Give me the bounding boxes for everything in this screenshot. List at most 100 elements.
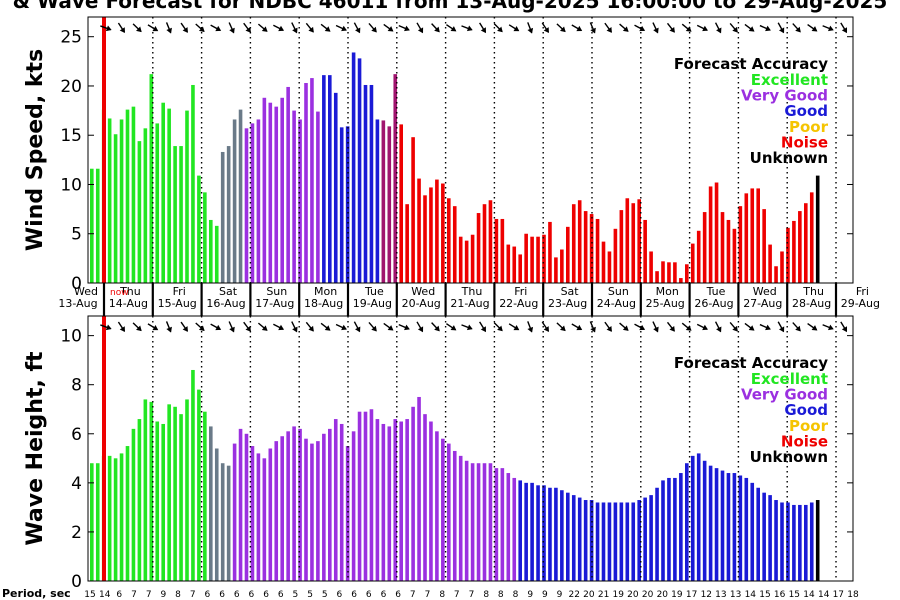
wind-bar xyxy=(488,200,493,283)
wind-direction-arrow-head xyxy=(606,27,612,33)
period-tick-label: 6 xyxy=(337,590,343,600)
wind-bar xyxy=(685,264,689,283)
wave-bar xyxy=(357,411,362,581)
period-tick-label: 6 xyxy=(263,590,269,600)
period-tick-label: 7 xyxy=(454,590,460,600)
wave-bar xyxy=(738,475,743,581)
wind-bar xyxy=(357,58,362,283)
period-tick-label: 6 xyxy=(249,590,255,600)
wind-direction-arrow-head xyxy=(324,26,331,32)
wave-bar xyxy=(696,453,701,581)
wind-bar xyxy=(482,204,487,283)
wind-bar xyxy=(429,187,433,283)
wave-direction-arrow-head xyxy=(450,325,457,331)
wind-legend-item: Excellent xyxy=(751,71,828,89)
wind-direction-arrow xyxy=(777,22,785,34)
wave-bar xyxy=(179,414,183,581)
wave-direction-arrow xyxy=(493,322,503,332)
wind-direction-arrow-head xyxy=(278,25,285,32)
wave-bar xyxy=(708,465,713,581)
wind-direction-arrow xyxy=(807,23,818,32)
wind-bar xyxy=(768,244,772,283)
wave-direction-arrow-head xyxy=(748,325,755,331)
wind-bar xyxy=(738,206,743,283)
wave-bar xyxy=(679,473,683,581)
wave-direction-arrow xyxy=(165,321,172,333)
wind-direction-arrow xyxy=(589,22,596,34)
wind-direction-arrow-head xyxy=(355,27,361,34)
wave-bar xyxy=(792,504,796,581)
wave-bar xyxy=(601,502,606,581)
wind-bar xyxy=(363,84,368,283)
period-tick-label: 15 xyxy=(84,590,95,600)
period-tick-label: 16 xyxy=(774,590,786,600)
wave-direction-arrow-head xyxy=(466,324,473,331)
wave-bar xyxy=(203,411,207,581)
wind-direction-arrow-head xyxy=(404,25,410,32)
wind-bar xyxy=(673,262,677,283)
period-tick-label: 6 xyxy=(381,590,387,600)
wave-y-axis-label: Wave Height, ft xyxy=(23,351,48,546)
wave-direction-arrow xyxy=(257,322,268,331)
wind-bar xyxy=(554,257,558,283)
period-tick-label: 13 xyxy=(730,590,741,600)
wind-bar xyxy=(399,124,403,283)
wind-bar xyxy=(339,127,344,283)
wind-y-tick-label: 10 xyxy=(60,175,82,195)
now-label: now xyxy=(110,288,129,298)
wave-bar xyxy=(238,428,243,581)
period-tick-label: 7 xyxy=(410,590,416,600)
wind-bar xyxy=(345,126,350,283)
day-of-week-label: Mon xyxy=(656,285,679,298)
wave-bar xyxy=(95,463,100,581)
wind-direction-arrow-head xyxy=(811,26,818,32)
wave-bar xyxy=(702,460,707,581)
wind-bar xyxy=(512,246,517,283)
wave-bar xyxy=(542,485,546,581)
wave-direction-arrow-head xyxy=(795,325,801,332)
wind-bar xyxy=(625,198,630,283)
wind-direction-arrow-head xyxy=(702,25,708,32)
wind-y-tick-label: 0 xyxy=(71,274,82,294)
wind-bar xyxy=(185,110,189,283)
date-label: 18-Aug xyxy=(304,297,343,310)
wave-y-tick-label: 0 xyxy=(71,572,82,592)
wave-y-tick-label: 10 xyxy=(60,327,82,347)
wind-direction-arrow xyxy=(195,23,205,33)
wind-bar xyxy=(238,109,243,283)
period-tick-label: 6 xyxy=(219,590,225,600)
wind-direction-arrow xyxy=(431,23,440,33)
period-tick-label: 6 xyxy=(234,590,240,600)
wave-direction-arrow-head xyxy=(639,324,646,331)
wind-bar xyxy=(601,241,606,283)
wave-bar xyxy=(762,492,766,581)
wind-direction-arrow xyxy=(681,23,692,32)
wave-bar xyxy=(685,463,689,581)
wind-direction-arrow xyxy=(714,22,722,34)
date-label: 29-Aug xyxy=(841,297,880,310)
period-tick-label: 9 xyxy=(161,590,167,600)
wind-direction-arrow xyxy=(759,24,771,32)
wind-direction-arrow xyxy=(527,22,534,34)
wind-bar xyxy=(375,119,380,284)
wind-direction-arrow xyxy=(556,23,566,33)
period-tick-label: 9 xyxy=(557,590,563,600)
wave-direction-arrow xyxy=(792,322,801,332)
wind-bar xyxy=(220,151,225,283)
wind-direction-arrow-head xyxy=(182,27,188,33)
wind-bar xyxy=(696,230,701,283)
wind-bar xyxy=(548,221,552,283)
wind-bar xyxy=(310,78,314,283)
wind-plot-frame xyxy=(87,16,854,284)
wave-bar xyxy=(619,502,624,581)
wind-bar xyxy=(149,74,154,283)
wave-bar xyxy=(500,468,505,581)
wind-bar xyxy=(232,119,237,284)
wave-bar xyxy=(197,389,201,581)
wind-direction-arrow xyxy=(508,24,520,32)
wave-direction-arrow-head xyxy=(480,326,486,333)
wind-bar xyxy=(262,97,267,283)
wind-direction-arrow-head xyxy=(417,27,424,34)
wind-bar xyxy=(197,175,201,283)
wave-direction-arrow-head xyxy=(371,325,377,332)
